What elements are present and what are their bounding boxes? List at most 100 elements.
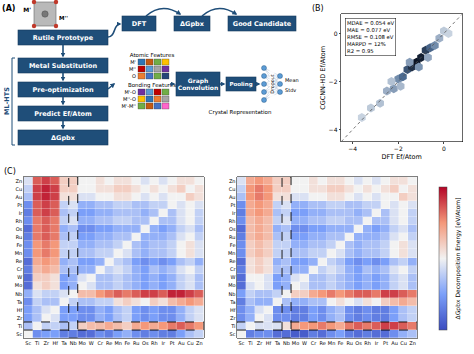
svg-text:CGCNN-HD Ef/Atom: CGCNN-HD Ef/Atom <box>319 46 327 110</box>
svg-text:ΔGpbx Decomposition Energy [eV: ΔGpbx Decomposition Energy [eV/Atom] <box>454 197 462 319</box>
svg-text:Ta: Ta <box>229 299 235 305</box>
svg-text:Mn: Mn <box>328 340 335 346</box>
svg-text:ML-HTS: ML-HTS <box>3 87 11 115</box>
svg-text:Ti: Ti <box>34 340 39 346</box>
svg-text:Zn: Zn <box>409 340 416 346</box>
svg-text:Re: Re <box>106 340 112 346</box>
svg-text:Re: Re <box>16 258 22 264</box>
svg-text:Zr: Zr <box>230 315 236 321</box>
svg-text:Metal Substitution: Metal Substitution <box>29 62 98 70</box>
svg-text:Fe: Fe <box>17 242 23 248</box>
svg-text:Sc: Sc <box>16 331 22 337</box>
svg-text:Os: Os <box>355 340 362 346</box>
svg-text:Nb: Nb <box>283 340 290 346</box>
svg-text:Mn: Mn <box>15 250 22 256</box>
svg-text:Nb: Nb <box>15 291 22 297</box>
svg-text:Mo: Mo <box>15 282 22 288</box>
svg-text:Cu: Cu <box>187 340 194 346</box>
svg-text:W: W <box>302 340 307 346</box>
svg-text:Os: Os <box>142 340 149 346</box>
svg-text:Cr: Cr <box>17 266 23 272</box>
svg-text:O: O <box>132 73 136 79</box>
svg-text:Au: Au <box>178 340 185 346</box>
svg-text:Os: Os <box>229 226 236 232</box>
svg-text:MDAE = 0.054 eVMAE = 0.077 eVR: MDAE = 0.054 eVMAE = 0.077 eVRMSE = 0.10… <box>347 20 394 54</box>
svg-text:M'-O: M'-O <box>124 89 136 95</box>
svg-text:−4: −4 <box>329 126 338 133</box>
svg-text:W: W <box>89 340 94 346</box>
svg-text:Fe: Fe <box>338 340 344 346</box>
svg-text:Fe: Fe <box>230 242 236 248</box>
svg-text:Hf: Hf <box>230 307 236 313</box>
svg-text:Au: Au <box>16 194 23 200</box>
svg-text:Ta: Ta <box>16 299 22 305</box>
svg-text:Ti: Ti <box>247 340 252 346</box>
svg-text:Ir: Ir <box>162 340 166 346</box>
svg-text:−2: −2 <box>329 78 338 85</box>
svg-text:Atomic Features: Atomic Features <box>130 52 175 58</box>
svg-text:Mn: Mn <box>115 340 122 346</box>
svg-text:(C): (C) <box>4 167 16 176</box>
svg-text:Ru: Ru <box>346 340 352 346</box>
svg-text:Rh: Rh <box>16 218 23 224</box>
svg-text:Sc: Sc <box>25 340 31 346</box>
svg-text:DFT Ef/Atom: DFT Ef/Atom <box>381 153 421 161</box>
svg-text:DFT: DFT <box>132 20 147 28</box>
svg-text:Pre-optimization: Pre-optimization <box>32 86 94 94</box>
svg-text:Predict Ef/Atom: Predict Ef/Atom <box>34 110 92 118</box>
svg-text:Bonding Features: Bonding Features <box>128 82 176 89</box>
svg-text:Ru: Ru <box>16 234 22 240</box>
svg-text:Ti: Ti <box>17 323 22 329</box>
svg-text:Zn: Zn <box>16 178 23 184</box>
svg-text:Mn: Mn <box>228 250 235 256</box>
svg-text:Mo: Mo <box>228 282 235 288</box>
svg-text:0: 0 <box>334 30 338 37</box>
svg-text:Ru: Ru <box>133 340 139 346</box>
svg-text:Rh: Rh <box>364 340 371 346</box>
svg-text:M'': M'' <box>129 66 136 72</box>
svg-text:M': M' <box>23 6 31 13</box>
svg-text:Re: Re <box>319 340 325 346</box>
svg-text:W: W <box>17 274 22 280</box>
svg-text:Pt: Pt <box>383 340 388 346</box>
svg-text:M'': M'' <box>59 15 68 21</box>
svg-text:Cu: Cu <box>229 186 236 192</box>
svg-text:Pt: Pt <box>231 202 236 208</box>
svg-text:Mo: Mo <box>79 340 86 346</box>
svg-text:M'-M'': M'-M'' <box>121 103 136 109</box>
svg-text:Ta: Ta <box>274 340 280 346</box>
svg-text:−2: −2 <box>394 145 403 152</box>
svg-text:Re: Re <box>229 258 235 264</box>
svg-text:Rutile Prototype: Rutile Prototype <box>33 34 94 42</box>
svg-text:Convolution: Convolution <box>178 84 218 91</box>
svg-text:Ti: Ti <box>230 323 235 329</box>
svg-text:Sc: Sc <box>239 340 245 346</box>
svg-text:Hf: Hf <box>266 340 272 346</box>
svg-text:Zn: Zn <box>229 178 236 184</box>
svg-text:Cu: Cu <box>16 186 23 192</box>
svg-text:Dropout: Dropout <box>270 74 275 94</box>
svg-text:ΔGpbx: ΔGpbx <box>51 134 76 142</box>
svg-text:Pooling: Pooling <box>229 81 252 88</box>
svg-text:M': M' <box>130 59 136 65</box>
svg-text:Pt: Pt <box>17 202 22 208</box>
svg-text:Sc: Sc <box>230 331 236 337</box>
svg-text:Hf: Hf <box>52 340 58 346</box>
svg-text:Zr: Zr <box>257 340 263 346</box>
svg-text:Pt: Pt <box>170 340 175 346</box>
svg-text:Mo: Mo <box>292 340 299 346</box>
svg-text:Cu: Cu <box>400 340 407 346</box>
svg-text:Rh: Rh <box>229 218 236 224</box>
svg-text:Os: Os <box>16 226 23 232</box>
svg-text:0: 0 <box>442 145 446 152</box>
svg-text:Fe: Fe <box>124 340 130 346</box>
svg-text:Mean: Mean <box>285 77 299 83</box>
svg-text:Au: Au <box>391 340 398 346</box>
svg-text:Ir: Ir <box>19 210 23 216</box>
svg-text:Good Candidate: Good Candidate <box>233 20 292 28</box>
svg-text:Nb: Nb <box>70 340 77 346</box>
svg-text:(A): (A) <box>2 4 16 13</box>
svg-text:ΔGpbx: ΔGpbx <box>180 20 205 28</box>
svg-text:Ir: Ir <box>232 210 236 216</box>
svg-text:Zr: Zr <box>17 315 23 321</box>
